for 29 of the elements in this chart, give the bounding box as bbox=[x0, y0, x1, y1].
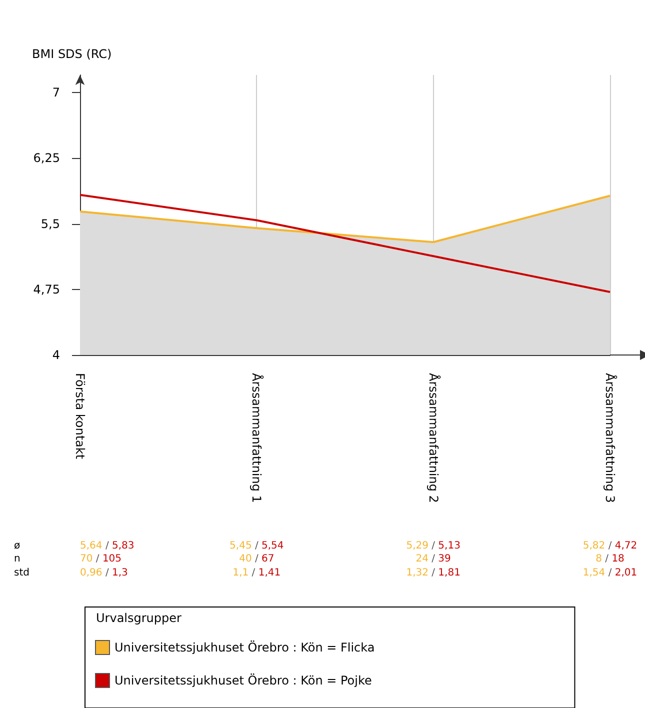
text: 1,54 / 2,01 bbox=[582, 568, 638, 578]
text: 70 / 105 bbox=[80, 554, 122, 564]
x-tick-label: Första kontakt bbox=[73, 373, 87, 460]
y-tick-label: 6,25 bbox=[33, 151, 60, 166]
text: ø bbox=[14, 540, 20, 552]
text: 24 / 39 bbox=[416, 554, 451, 564]
text: 0,96 / 1,3 bbox=[80, 568, 128, 578]
x-tick-label: Årssammanfattning 1 bbox=[250, 373, 265, 503]
text: 5,45 / 5,54 bbox=[230, 540, 284, 552]
y-tick-label: 4 bbox=[52, 348, 60, 362]
legend-label: Universitetssjukhuset Örebro : Kön = Flicka bbox=[114, 640, 375, 654]
x-tick-label: Årssammanfattning 3 bbox=[603, 373, 618, 503]
x-tick-label: Årssammanfattning 2 bbox=[426, 373, 442, 503]
y-axis-title: BMI SDS (RC) bbox=[32, 47, 112, 61]
y-tick-label: 4,75 bbox=[33, 282, 60, 296]
text: 1,32 / 1,81 bbox=[406, 568, 460, 578]
text: 5,64 / 5,83 bbox=[80, 540, 134, 552]
text: n bbox=[14, 554, 20, 564]
text: 40 / 67 bbox=[239, 554, 274, 564]
line-series bbox=[79, 194, 611, 293]
text: 8 / 18 bbox=[596, 554, 624, 564]
y-tick-label: 5,5 bbox=[40, 216, 60, 231]
legend-label: Universitetssjukhuset Örebro : Kön = Pojke bbox=[114, 674, 372, 688]
text: 1,1 / 1,41 bbox=[232, 568, 281, 578]
y-tick-label: 7 bbox=[52, 86, 60, 100]
text: std bbox=[14, 568, 30, 578]
legend-title: Urvalsgrupper bbox=[96, 611, 182, 625]
text: 5,82 / 4,72 bbox=[582, 540, 638, 552]
text: 5,29 / 5,13 bbox=[406, 540, 460, 552]
